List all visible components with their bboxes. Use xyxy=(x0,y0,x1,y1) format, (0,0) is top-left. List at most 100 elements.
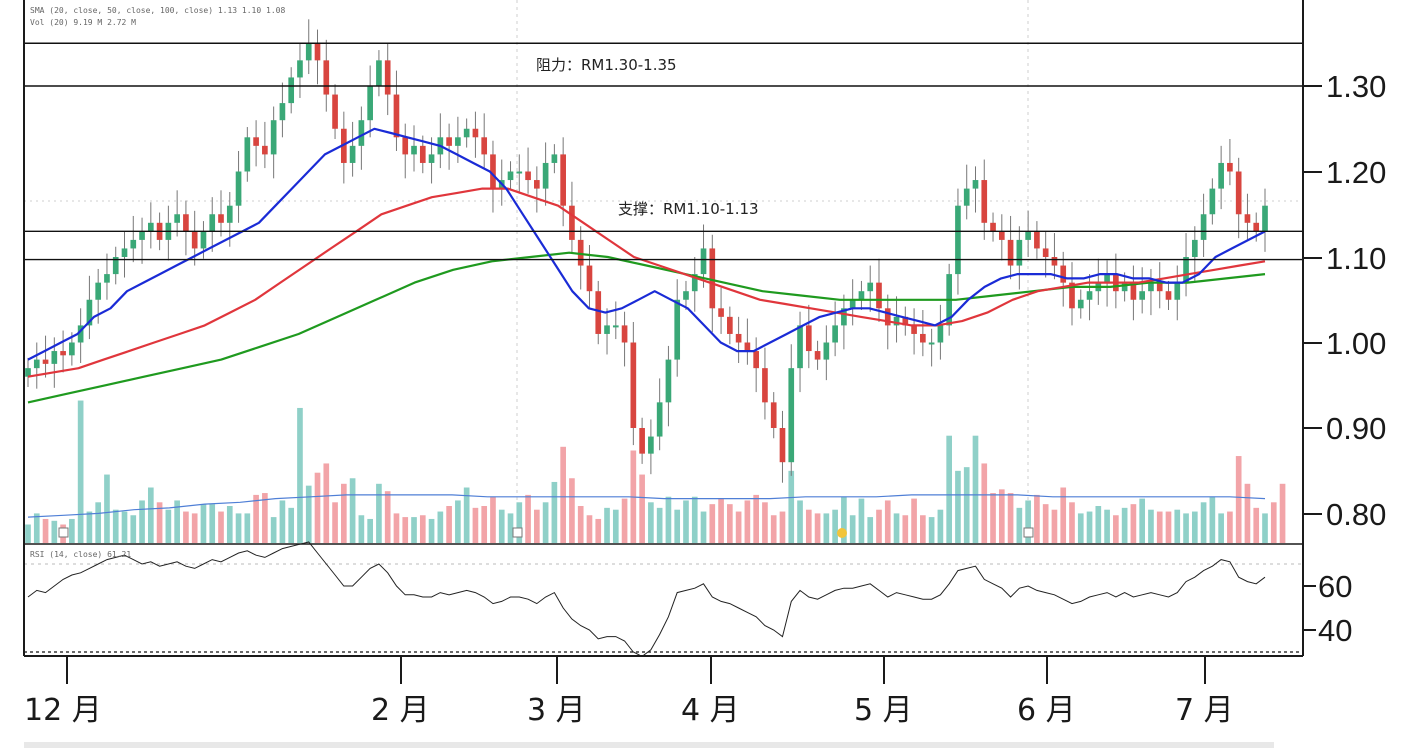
candle-body xyxy=(314,43,321,61)
volume-bar xyxy=(700,511,707,543)
candle-body xyxy=(33,359,40,369)
volume-bar xyxy=(33,513,40,543)
candle-body xyxy=(525,171,531,181)
volume-bar xyxy=(270,517,277,543)
candle-body xyxy=(121,248,128,257)
volume-bar xyxy=(437,511,444,543)
candle-body xyxy=(455,137,461,146)
volume-bar xyxy=(147,487,154,543)
candle-body xyxy=(867,282,874,292)
volume-bar xyxy=(709,504,716,543)
volume-bar xyxy=(297,407,303,543)
volume-bar xyxy=(604,507,610,543)
candle-body xyxy=(139,231,145,240)
candle-body xyxy=(1235,171,1242,215)
volume-bar xyxy=(1174,509,1181,543)
candle-body xyxy=(884,308,891,326)
volume-bar xyxy=(955,470,961,543)
bottom-scrollbar[interactable] xyxy=(24,742,1274,748)
volume-bar xyxy=(718,498,724,543)
event-marker xyxy=(1023,527,1034,538)
volume-bar xyxy=(86,511,93,543)
volume-bar xyxy=(112,509,119,543)
candle-body xyxy=(393,94,400,138)
volume-bar xyxy=(1060,487,1067,543)
candle-body xyxy=(683,291,689,300)
volume-bar xyxy=(218,511,224,543)
volume-bar xyxy=(1139,498,1146,543)
candle-body xyxy=(797,325,803,369)
candle-body xyxy=(990,222,996,232)
event-marker xyxy=(512,527,523,538)
candle-body xyxy=(630,342,637,428)
volume-bar xyxy=(779,511,786,543)
volume-bar xyxy=(428,518,435,543)
candle-body xyxy=(648,436,654,454)
candle-body xyxy=(612,325,619,328)
volume-bar xyxy=(463,487,470,543)
volume-bar xyxy=(832,509,838,543)
candle-body xyxy=(1227,162,1233,172)
candle-body xyxy=(1191,239,1198,257)
candle-body xyxy=(551,154,558,163)
volume-bar xyxy=(253,494,259,543)
candle-body xyxy=(200,231,207,249)
candle-body xyxy=(858,291,865,300)
volume-bar xyxy=(1191,511,1198,543)
month-label: 6 月 xyxy=(1017,693,1076,728)
candle-body xyxy=(270,120,277,155)
candle-body xyxy=(920,333,926,343)
volume-bar xyxy=(1165,511,1172,543)
candle-body xyxy=(902,316,909,326)
candle-body xyxy=(832,325,838,343)
volume-bar xyxy=(393,513,400,543)
candle-body xyxy=(560,154,566,206)
candle-body xyxy=(402,137,409,155)
volume-bar xyxy=(1095,506,1102,543)
volume-bar xyxy=(384,491,391,543)
volume-bar xyxy=(612,509,619,543)
volume-bar xyxy=(1227,511,1233,543)
volume-bar xyxy=(727,504,733,543)
candle-body xyxy=(25,368,31,377)
volume-bar xyxy=(42,518,49,543)
candle-body xyxy=(876,282,882,309)
candle-body xyxy=(1016,239,1023,266)
volume-bar xyxy=(139,500,145,543)
volume-bars xyxy=(25,400,1286,543)
rsi-tick-label: 60 xyxy=(1318,569,1352,604)
candle-body xyxy=(709,248,716,309)
candle-body xyxy=(998,231,1005,240)
candle-body xyxy=(604,325,610,334)
volume-ma-line xyxy=(27,494,1266,518)
volume-bar xyxy=(402,517,409,543)
rsi-axis: 60 40 xyxy=(1303,569,1352,648)
volume-bar xyxy=(551,481,558,543)
volume-bar xyxy=(805,509,812,543)
candle-body xyxy=(147,222,154,232)
candle-body xyxy=(1025,231,1031,240)
candle-body xyxy=(1077,299,1084,309)
volume-bar xyxy=(191,513,198,543)
volume-bar xyxy=(358,515,365,543)
candle-body xyxy=(104,274,110,283)
candle-body xyxy=(490,154,496,189)
volume-bar xyxy=(288,507,295,543)
volume-bar xyxy=(691,496,698,543)
price-tick-label: 1.30 xyxy=(1326,69,1386,104)
volume-bar xyxy=(823,513,830,543)
volume-bar xyxy=(51,520,58,543)
candle-body xyxy=(323,60,330,95)
candle-body xyxy=(42,359,49,364)
volume-bar xyxy=(235,513,242,543)
candle-body xyxy=(384,60,391,95)
volume-bar xyxy=(1016,507,1023,543)
candle-body xyxy=(507,171,514,181)
candle-body xyxy=(753,351,759,369)
volume-bar xyxy=(446,506,452,543)
volume-bar xyxy=(762,502,768,543)
volume-bar xyxy=(972,435,979,543)
volume-bar xyxy=(1051,509,1058,543)
candle-body xyxy=(779,428,786,463)
